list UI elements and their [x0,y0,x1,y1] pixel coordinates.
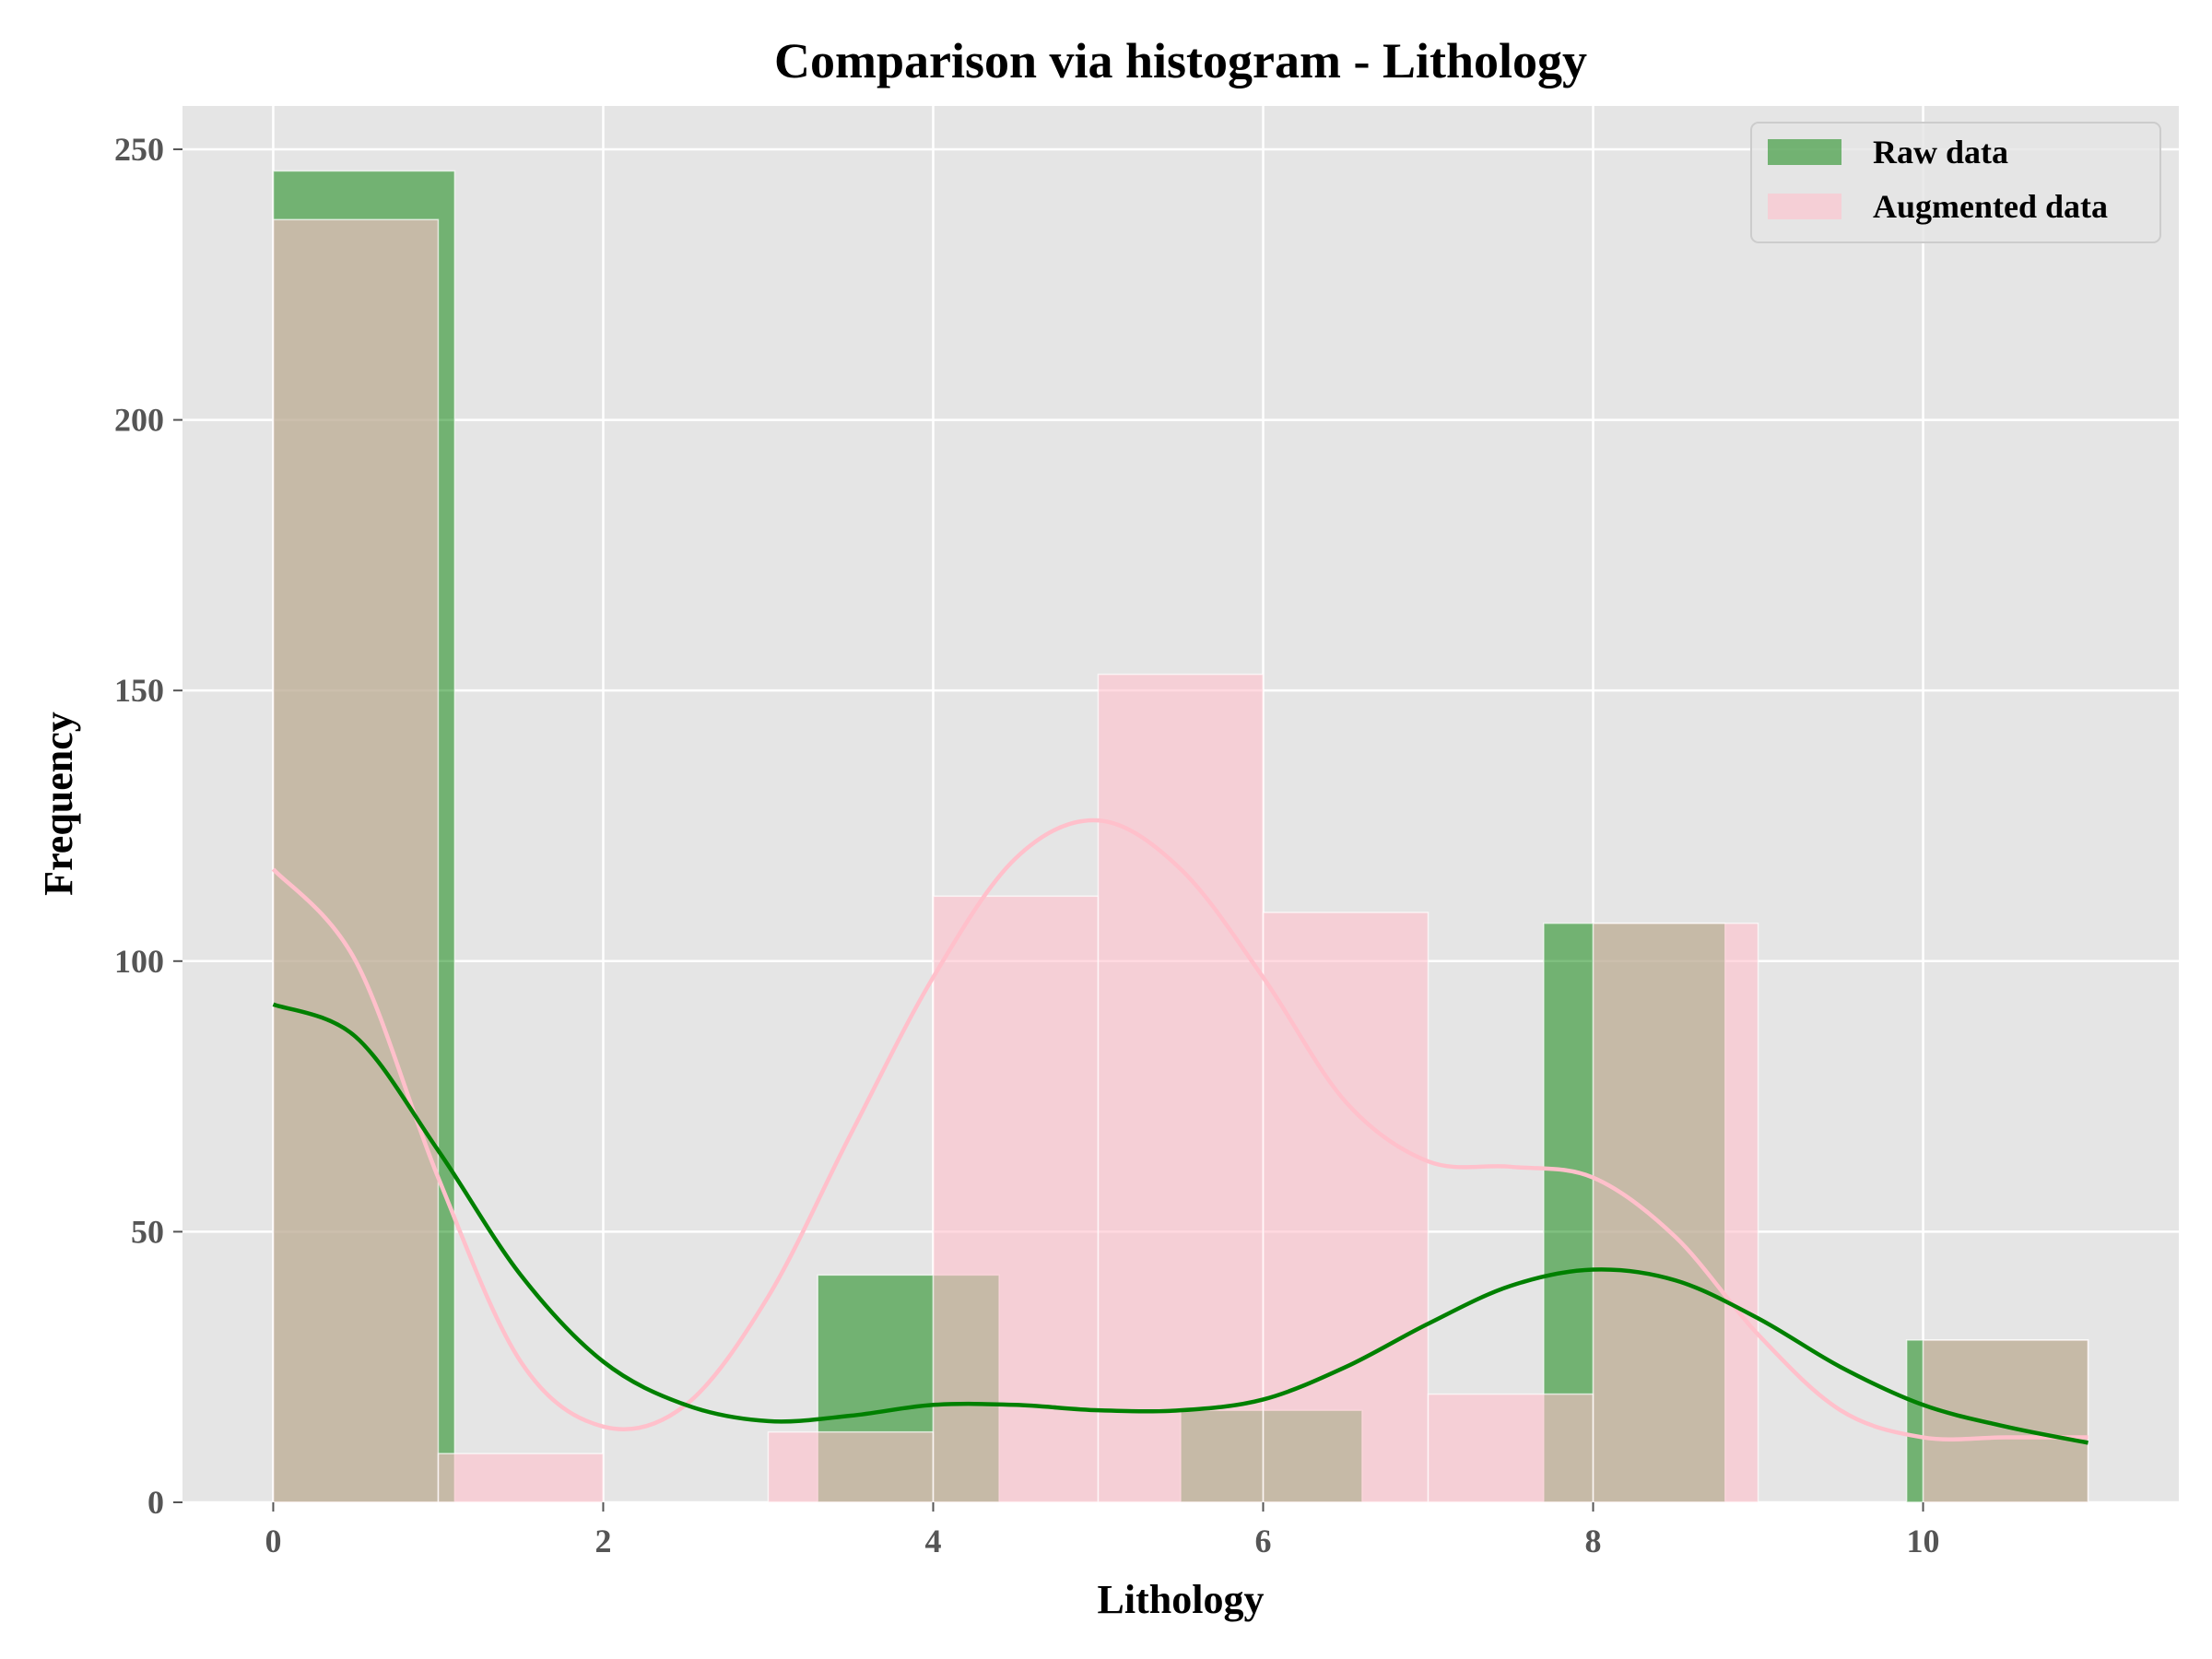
augmented-bar-3 [767,1430,935,1503]
augmented-bar-0 [272,218,440,1503]
augmented-bar-10 [1922,1339,2089,1503]
x-tick-label: 4 [924,1523,941,1559]
augmented-bar-4 [932,895,1100,1503]
legend-label-augmented: Augmented data [1873,188,2108,225]
legend-box [1750,122,2161,243]
legend: Raw data Augmented data [1750,122,2161,243]
x-tick-label: 8 [1585,1523,1602,1559]
x-axis-label: Lithology [1098,1577,1265,1622]
augmented-bar-7 [1427,1393,1594,1503]
raw-kde-line [272,1002,2088,1445]
y-axis-label: Frequency [36,712,81,896]
augmented-bar-6 [1262,912,1430,1503]
y-tick-label: 150 [114,672,164,709]
augmented-data-bars [272,218,2089,1503]
y-tick-label: 200 [114,402,164,439]
legend-swatch-augmented [1768,194,1841,219]
chart-title: Comparison via histogram - Lithology [774,33,1587,88]
legend-label-raw: Raw data [1873,134,2008,171]
x-tick-label: 2 [594,1523,611,1559]
y-tick-label: 250 [114,131,164,168]
augmented-bar-8 [1592,922,1759,1503]
augmented-bar-5 [1097,673,1265,1503]
y-tick-label: 0 [147,1484,164,1521]
kde-curves [271,818,2088,1445]
y-tick-label: 50 [131,1213,164,1250]
x-tick-label: 10 [1907,1523,1940,1559]
y-tick-label: 100 [114,943,164,980]
x-tick-label: 6 [1255,1523,1272,1559]
x-tick-label: 0 [265,1523,281,1559]
augmented-kde-line [271,818,2088,1441]
legend-swatch-raw [1768,139,1841,165]
augmented-bar-1 [437,1453,605,1503]
